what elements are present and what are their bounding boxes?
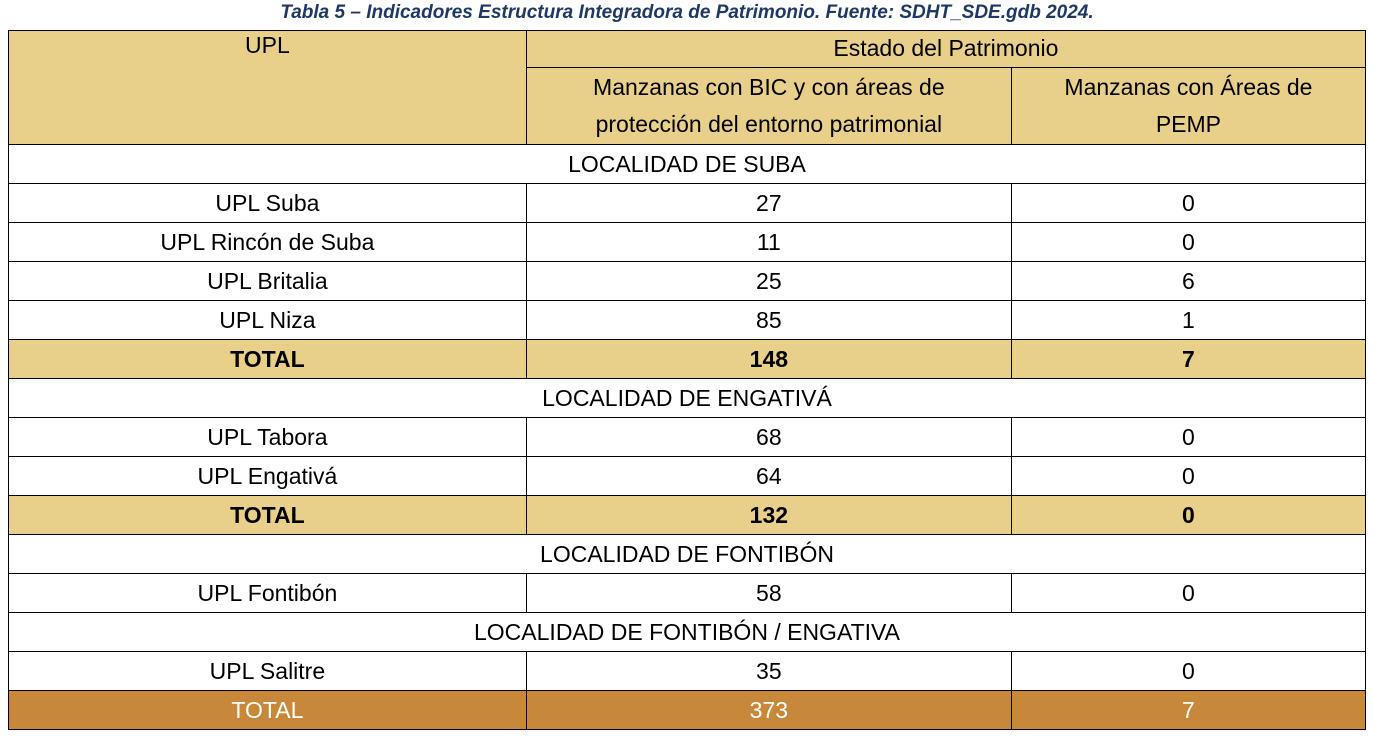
heritage-indicators-table: UPL Estado del Patrimonio Manzanas con B… xyxy=(8,30,1367,730)
cell-pemp: 0 xyxy=(1010,222,1367,262)
cell-bic: 58 xyxy=(525,573,1012,613)
cell-upl: UPL Salitre xyxy=(8,651,527,691)
cell-pemp: 0 xyxy=(1010,417,1367,457)
cell-pemp: 0 xyxy=(1010,573,1367,613)
cell-total-bic: 132 xyxy=(525,495,1012,535)
cell-upl: UPL Rincón de Suba xyxy=(8,222,527,262)
cell-bic: 85 xyxy=(525,300,1012,340)
cell-total-pemp: 7 xyxy=(1010,339,1367,379)
cell-total-pemp: 0 xyxy=(1010,495,1367,535)
header-bic-line2: protección del entorno patrimonial xyxy=(595,111,943,137)
header-estado-patrimonio: Estado del Patrimonio xyxy=(525,30,1367,68)
cell-upl: UPL Engativá xyxy=(8,456,527,496)
cell-bic: 27 xyxy=(525,183,1012,223)
cell-bic: 68 xyxy=(525,417,1012,457)
total-row-engativa: TOTAL 132 0 xyxy=(8,495,1367,535)
header-pemp-line2: PEMP xyxy=(1155,111,1222,137)
table-row: UPL Fontibón 58 0 xyxy=(8,573,1367,613)
cell-total-bic: 148 xyxy=(525,339,1012,379)
table-row: UPL Salitre 35 0 xyxy=(8,651,1367,691)
grand-total-row: TOTAL 373 7 xyxy=(8,690,1367,730)
cell-grand-total-label: TOTAL xyxy=(8,690,527,730)
cell-pemp: 0 xyxy=(1010,456,1367,496)
total-row-suba: TOTAL 148 7 xyxy=(8,339,1367,379)
cell-pemp: 6 xyxy=(1010,261,1367,301)
cell-grand-total-bic: 373 xyxy=(525,690,1012,730)
header-bic-line1: Manzanas con BIC y con áreas de xyxy=(593,74,945,100)
cell-upl: UPL Niza xyxy=(8,300,527,340)
cell-upl: UPL Suba xyxy=(8,183,527,223)
cell-total-label: TOTAL xyxy=(8,339,527,379)
table-row: UPL Niza 85 1 xyxy=(8,300,1367,340)
table-row: UPL Rincón de Suba 11 0 xyxy=(8,222,1367,262)
cell-grand-total-pemp: 7 xyxy=(1010,690,1367,730)
cell-pemp: 0 xyxy=(1010,651,1367,691)
cell-total-label: TOTAL xyxy=(8,495,527,535)
header-pemp-areas: Manzanas con Áreas de PEMP xyxy=(1010,67,1367,145)
section-title-fontibon: LOCALIDAD DE FONTIBÓN xyxy=(8,534,1366,574)
header-pemp-line1: Manzanas con Áreas de xyxy=(1064,74,1313,100)
header-upl: UPL xyxy=(8,30,527,145)
table-row: UPL Engativá 64 0 xyxy=(8,456,1367,496)
table-caption: Tabla 5 – Indicadores Estructura Integra… xyxy=(280,2,1094,23)
cell-bic: 64 xyxy=(525,456,1012,496)
cell-bic: 11 xyxy=(525,222,1012,262)
cell-bic: 25 xyxy=(525,261,1012,301)
cell-pemp: 1 xyxy=(1010,300,1367,340)
header-bic-areas: Manzanas con BIC y con áreas de protecci… xyxy=(525,67,1012,145)
cell-upl: UPL Britalia xyxy=(8,261,527,301)
table-row: UPL Tabora 68 0 xyxy=(8,417,1367,457)
cell-upl: UPL Fontibón xyxy=(8,573,527,613)
table-row: UPL Suba 27 0 xyxy=(8,183,1367,223)
cell-pemp: 0 xyxy=(1010,183,1367,223)
section-title-engativa: LOCALIDAD DE ENGATIVÁ xyxy=(8,378,1366,418)
table-row: UPL Britalia 25 6 xyxy=(8,261,1367,301)
section-title-fontibon-engativa: LOCALIDAD DE FONTIBÓN / ENGATIVA xyxy=(8,612,1366,652)
cell-upl: UPL Tabora xyxy=(8,417,527,457)
section-title-suba: LOCALIDAD DE SUBA xyxy=(8,144,1366,184)
cell-bic: 35 xyxy=(525,651,1012,691)
